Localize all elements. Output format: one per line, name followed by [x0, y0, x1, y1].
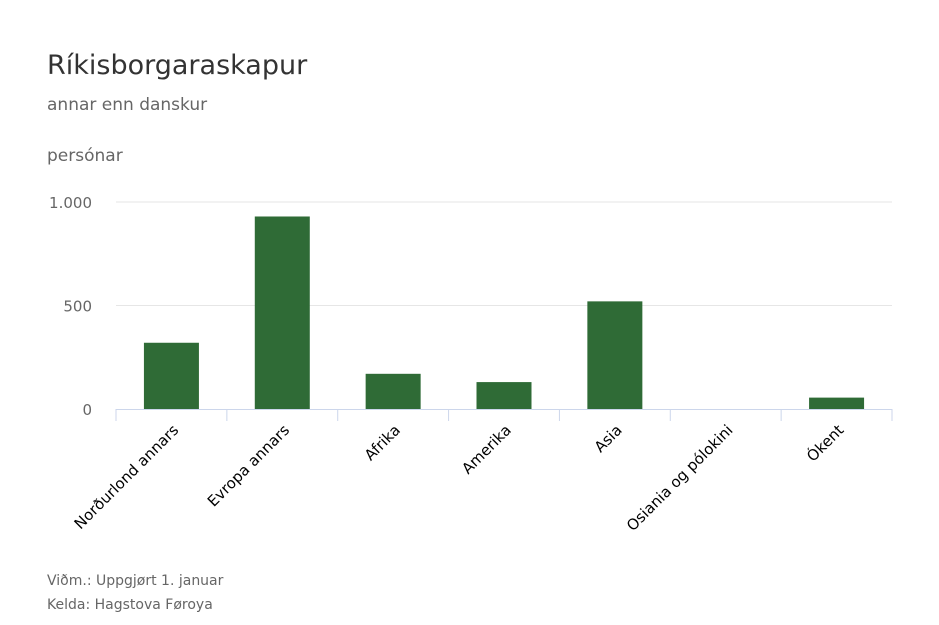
y-axis-unit: persónar: [47, 146, 123, 166]
bar: [254, 216, 310, 409]
y-tick-label: 1.000: [49, 194, 92, 212]
x-tick-label: Evropa annars: [204, 421, 293, 510]
x-tick-label: Ókent: [802, 420, 847, 465]
bar: [587, 301, 643, 409]
footer-source: Kelda: Hagstova Føroya: [47, 597, 213, 613]
bar: [365, 373, 421, 409]
y-tick-label: 500: [63, 298, 92, 316]
x-tick-label: Afrika: [361, 421, 404, 464]
chart-title: Ríkisborgaraskapur: [47, 50, 308, 81]
footer-note: Viðm.: Uppgjørt 1. januar: [47, 573, 224, 589]
x-tick-label: Amerika: [458, 421, 515, 478]
y-tick-label: 0: [82, 401, 92, 419]
chart-subtitle: annar enn danskur: [47, 95, 208, 115]
bar: [476, 382, 532, 409]
bar: [809, 397, 865, 409]
bar: [143, 342, 199, 409]
x-tick-label: Norðurlond annars: [71, 421, 183, 533]
x-tick-label: Asia: [591, 421, 626, 456]
x-tick-label: Osiania og pólokini: [623, 421, 737, 535]
